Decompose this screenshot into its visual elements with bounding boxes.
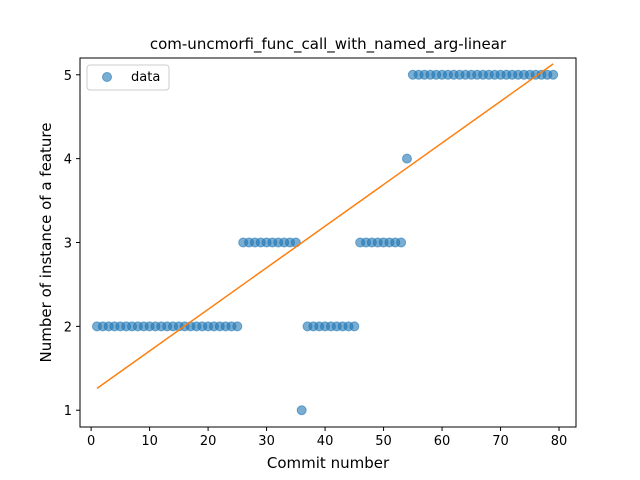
fit-line-layer [96, 63, 554, 390]
x-tick-label: 30 [258, 434, 275, 449]
x-axis: 0 10 20 30 40 50 60 70 80 [87, 427, 567, 449]
x-tick-label: 70 [492, 434, 509, 449]
x-tick-label: 50 [375, 434, 392, 449]
x-axis-label: Commit number [267, 454, 390, 472]
y-axis: 1 2 3 4 5 [64, 69, 80, 419]
data-points [91, 69, 559, 416]
fit-line [96, 63, 554, 390]
data-point [548, 69, 559, 80]
legend: data [86, 64, 170, 91]
chart-title: com-uncmorfi_func_call_with_named_arg-li… [150, 35, 507, 54]
y-tick-label: 2 [64, 320, 72, 335]
legend-label: data [131, 70, 160, 85]
x-tick-label: 10 [141, 434, 158, 449]
data-point [401, 153, 412, 164]
x-tick-label: 60 [434, 434, 451, 449]
x-tick-label: 0 [87, 434, 95, 449]
data-point [232, 321, 243, 332]
y-axis-label: Number of instance of a feature [37, 123, 55, 363]
y-tick-label: 1 [64, 404, 72, 419]
legend-marker [102, 72, 112, 82]
x-tick-label: 40 [317, 434, 334, 449]
legend-box [86, 64, 170, 91]
y-tick-label: 4 [64, 153, 72, 168]
x-tick-label: 80 [551, 434, 568, 449]
data-point [396, 237, 407, 248]
data-point [290, 237, 301, 248]
y-tick-label: 3 [64, 237, 72, 252]
x-tick-label: 20 [200, 434, 217, 449]
y-tick-label: 5 [64, 69, 72, 84]
data-point [349, 321, 360, 332]
data-point [296, 405, 307, 416]
